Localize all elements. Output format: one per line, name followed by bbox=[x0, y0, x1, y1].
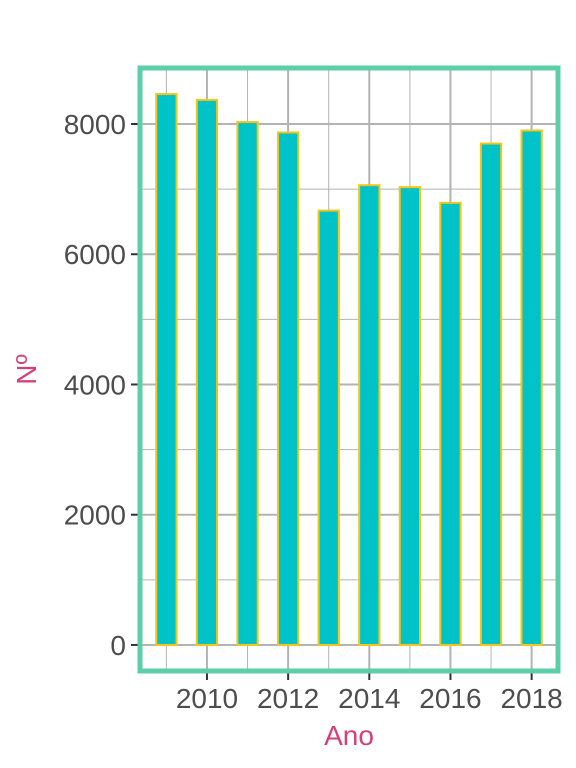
bar bbox=[236, 121, 259, 646]
plot-panel-border bbox=[137, 65, 561, 674]
x-tick-label: 2018 bbox=[500, 683, 562, 714]
bar bbox=[398, 186, 422, 646]
bar bbox=[195, 98, 219, 646]
y-tick-label: 0 bbox=[110, 630, 126, 661]
bar bbox=[317, 209, 340, 646]
bar bbox=[479, 142, 503, 646]
bars bbox=[155, 93, 543, 646]
bar bbox=[155, 93, 178, 646]
bar bbox=[439, 201, 462, 646]
x-tick-label: 2016 bbox=[419, 683, 481, 714]
x-tick-label: 2010 bbox=[176, 683, 238, 714]
y-tick-label: 6000 bbox=[64, 239, 126, 270]
x-tick-label: 2012 bbox=[257, 683, 319, 714]
x-axis-title: Ano bbox=[324, 720, 374, 751]
y-tick-label: 4000 bbox=[64, 369, 126, 400]
y-tick-label: 8000 bbox=[64, 109, 126, 140]
x-tick-label: 2014 bbox=[338, 683, 400, 714]
bar bbox=[276, 131, 300, 646]
y-tick-label: 2000 bbox=[64, 500, 126, 531]
y-axis-title: Nº bbox=[11, 354, 42, 384]
tick-labels: 0 2000 4000 6000 8000 2010 2012 2014 2016 2018 bbox=[64, 109, 563, 714]
bar bbox=[520, 129, 543, 646]
bar bbox=[358, 184, 381, 646]
